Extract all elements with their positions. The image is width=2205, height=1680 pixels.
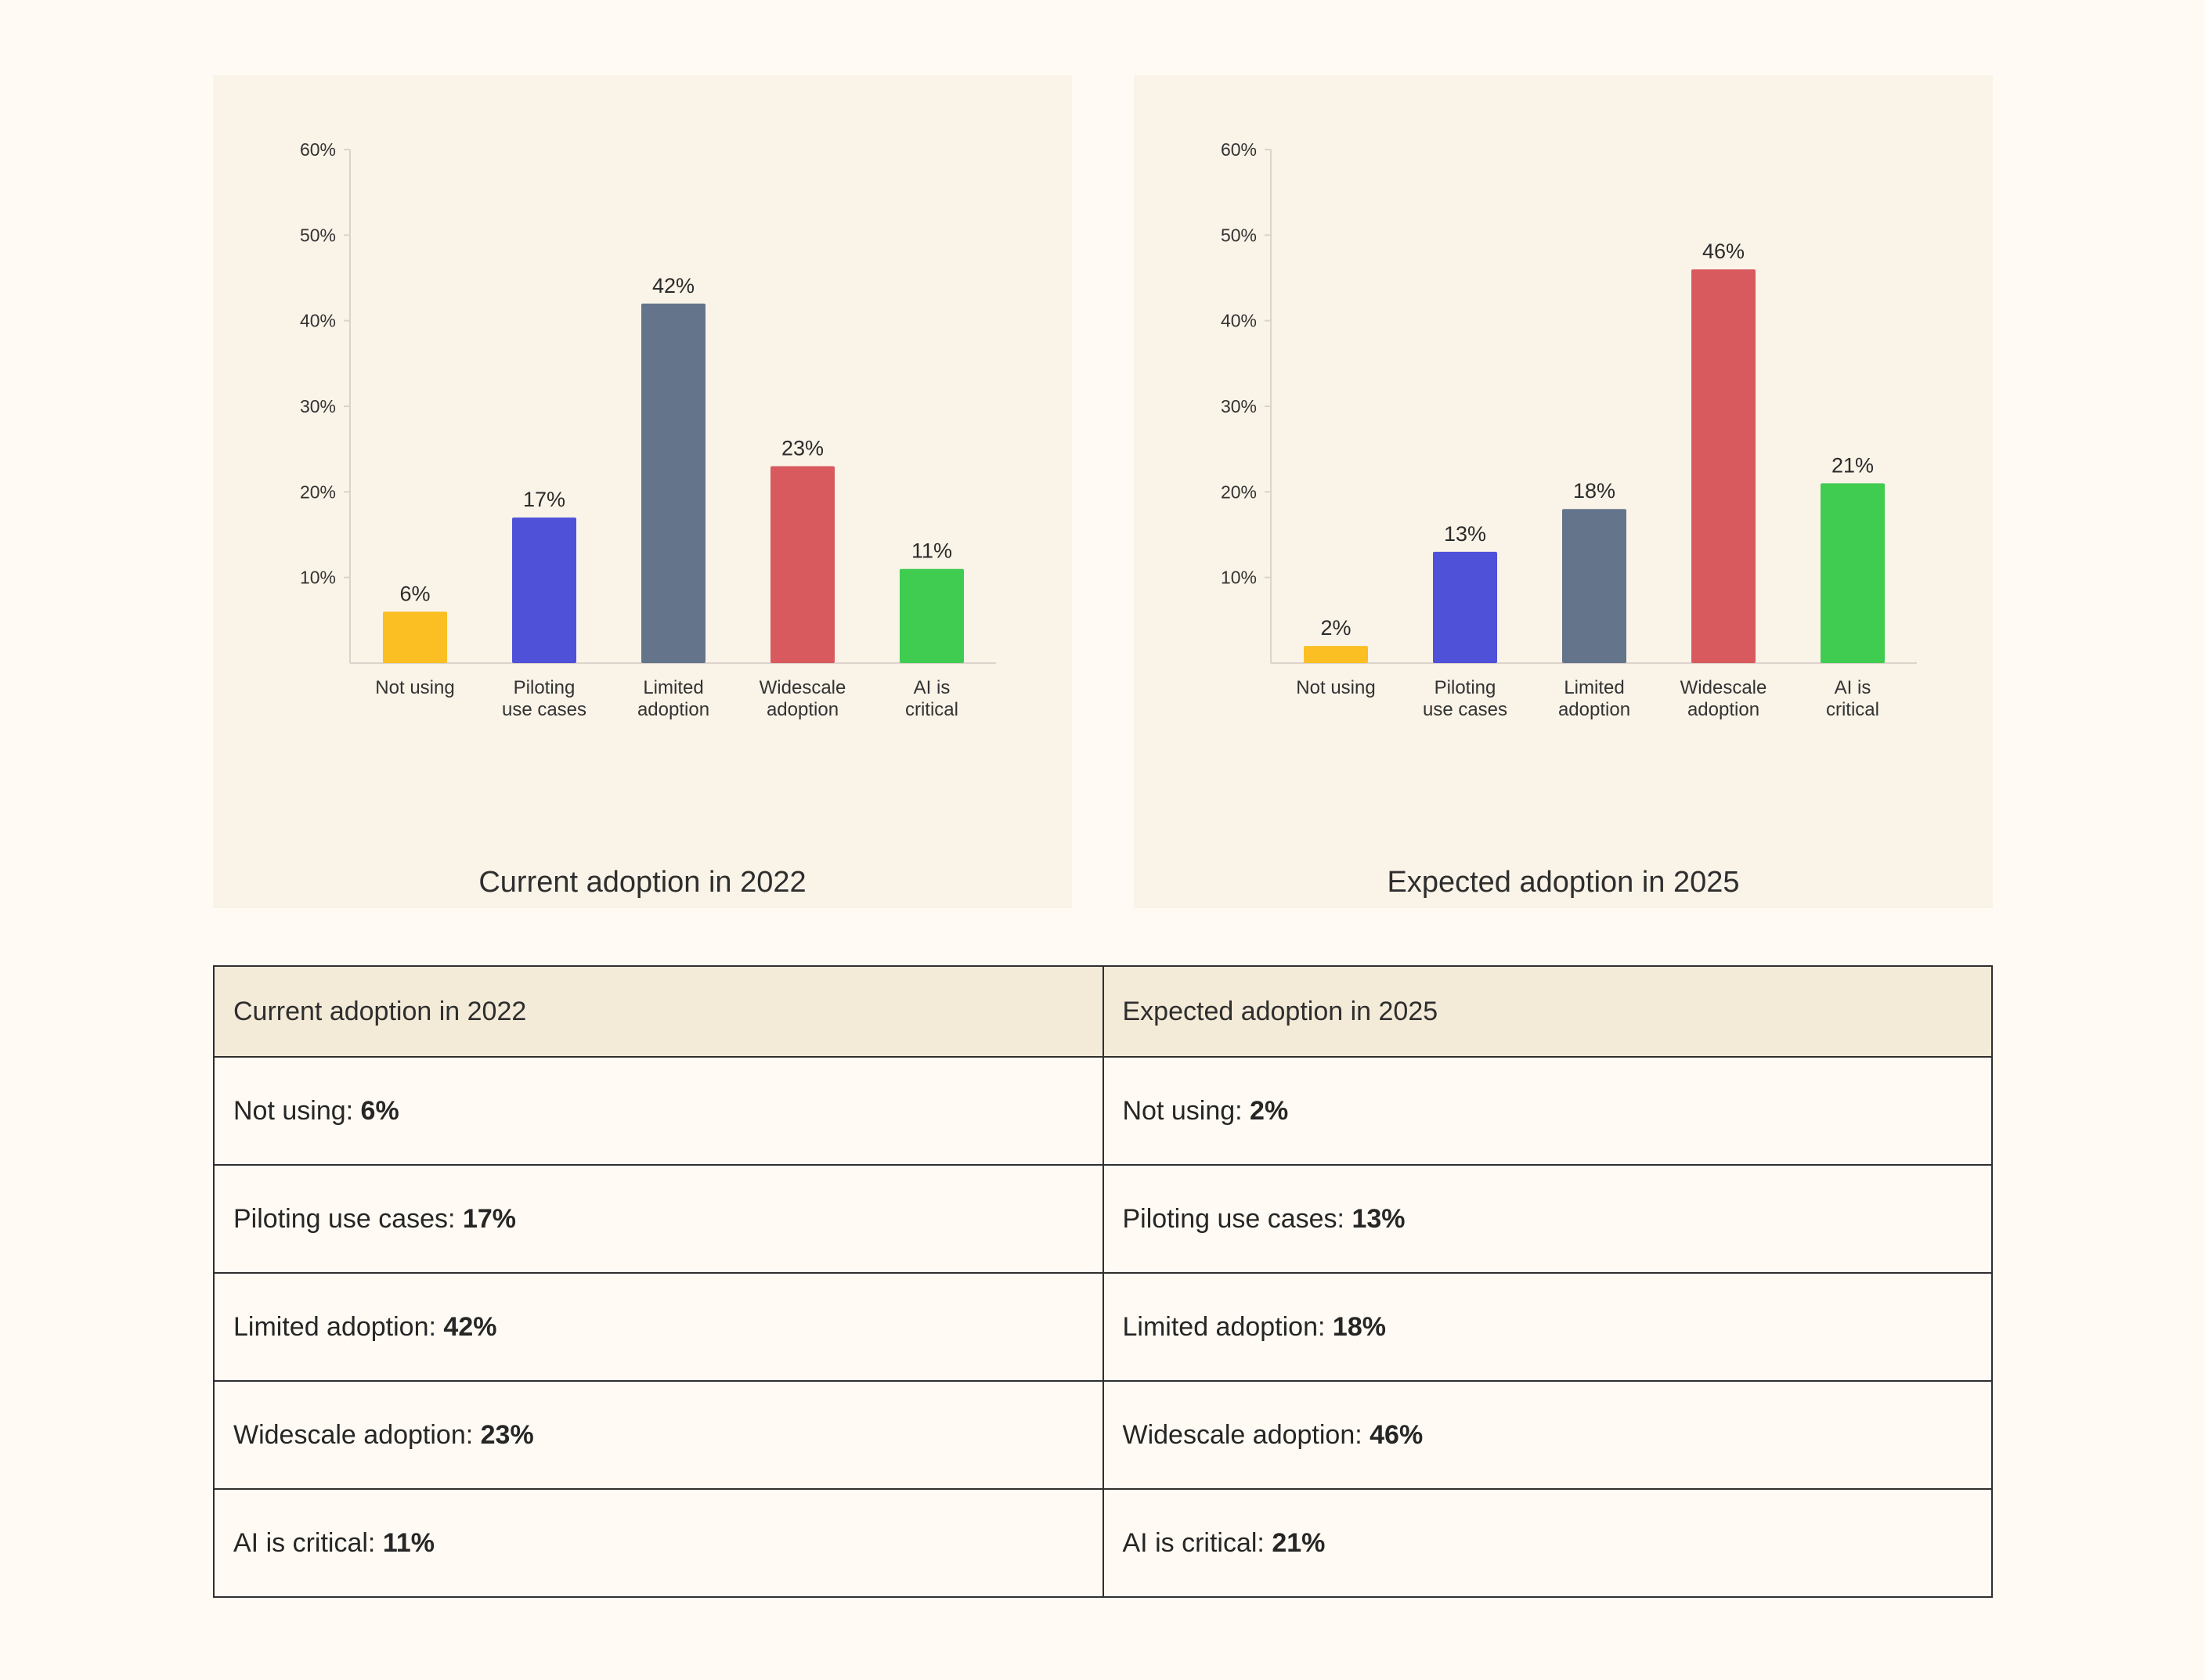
x-tick-label: Not using [375, 677, 454, 698]
x-tick-label: use cases [502, 699, 586, 720]
y-tick-label: 60% [1221, 139, 1257, 160]
y-tick-label: 20% [1221, 481, 1257, 502]
cell-value: 42% [443, 1311, 497, 1342]
chart-panel-2022: 10% 20% 30% 40% 50% 60% 6% Not using 17% Piloting… [213, 75, 1072, 908]
bar [512, 517, 576, 663]
chart-title-2025: Expected adoption in 2025 [1387, 866, 1740, 899]
data-label: 21% [1831, 453, 1874, 477]
y-tick-label: 60% [300, 139, 336, 160]
cell-value: 13% [1352, 1203, 1406, 1234]
table-row: Not using: 6% Not using: 2% [213, 1056, 1993, 1166]
data-label: 2% [1320, 616, 1351, 640]
bar [770, 466, 835, 663]
table-header-2022: Current adoption in 2022 [213, 965, 1104, 1058]
table-cell-2025: Limited adoption: 18% [1102, 1272, 1993, 1382]
table-row: Limited adoption: 42% Limited adoption: … [213, 1272, 1993, 1382]
cell-label: Widescale adoption: [1122, 1419, 1370, 1450]
table-cell-2025: Not using: 2% [1102, 1056, 1993, 1166]
y-tick-label: 30% [300, 396, 336, 416]
x-tick-label: Piloting [514, 677, 576, 698]
x-tick-label: Widescale [760, 677, 846, 698]
y-tick-label: 50% [1221, 225, 1257, 245]
cell-value: 2% [1250, 1095, 1289, 1126]
table-row: AI is critical: 11% AI is critical: 21% [213, 1488, 1993, 1598]
table-cell-2022: Widescale adoption: 23% [213, 1380, 1104, 1490]
table-cell-2022: Not using: 6% [213, 1056, 1104, 1166]
cell-value: 46% [1370, 1419, 1424, 1450]
bar [1304, 646, 1368, 663]
x-tick-label: use cases [1423, 699, 1507, 720]
x-tick-label: Limited [1564, 677, 1624, 698]
x-tick-label: Piloting [1435, 677, 1496, 698]
x-tick-label: adoption [1687, 699, 1759, 720]
cell-label: AI is critical: [1122, 1527, 1272, 1558]
data-label: 13% [1444, 522, 1486, 546]
bar [1433, 551, 1497, 663]
x-tick-label: adoption [767, 699, 839, 720]
y-tick-label: 10% [300, 568, 336, 588]
cell-value: 18% [1332, 1311, 1386, 1342]
y-tick-label: 50% [300, 225, 336, 245]
cell-label: Piloting use cases: [1122, 1203, 1352, 1234]
cell-value: 6% [360, 1095, 399, 1126]
bar [1821, 483, 1885, 663]
table-cell-2022: Limited adoption: 42% [213, 1272, 1104, 1382]
x-tick-label: adoption [637, 699, 709, 720]
table-cell-2025: Piloting use cases: 13% [1102, 1164, 1993, 1274]
bar [1562, 509, 1626, 663]
data-label: 23% [781, 437, 824, 460]
bar-chart-2022: 10% 20% 30% 40% 50% 60% 6% Not using 17% Piloting… [300, 139, 996, 720]
table-header-2025: Expected adoption in 2025 [1102, 965, 1993, 1058]
adoption-summary-table: Current adoption in 2022 Expected adopti… [213, 965, 1993, 1598]
table-row: Piloting use cases: 17% Piloting use cas… [213, 1164, 1993, 1274]
cell-value: 17% [462, 1203, 516, 1234]
x-tick-label: Limited [643, 677, 703, 698]
bar [1691, 269, 1756, 663]
cell-value: 21% [1272, 1527, 1326, 1558]
x-tick-label: critical [905, 699, 958, 720]
data-label: 18% [1573, 479, 1615, 503]
bar [641, 303, 706, 663]
cell-label: Limited adoption: [233, 1311, 444, 1342]
data-label: 11% [911, 539, 952, 563]
cell-label: Limited adoption: [1122, 1311, 1333, 1342]
table-cell-2025: Widescale adoption: 46% [1102, 1380, 1993, 1490]
cell-value: 23% [480, 1419, 534, 1450]
chart-title-2022: Current adoption in 2022 [478, 866, 807, 899]
x-tick-label: AI is [914, 677, 951, 698]
x-tick-label: AI is [1835, 677, 1871, 698]
data-label: 46% [1702, 240, 1745, 263]
table-cell-2025: AI is critical: 21% [1102, 1488, 1993, 1598]
bar [383, 611, 447, 663]
data-label: 17% [523, 488, 565, 511]
chart-panel-2025: 10% 20% 30% 40% 50% 60% 2% Not using 13% Piloting… [1134, 75, 1993, 908]
cell-label: Widescale adoption: [233, 1419, 481, 1450]
x-tick-label: Not using [1296, 677, 1375, 698]
y-tick-label: 40% [300, 311, 336, 331]
cell-label: Not using: [1122, 1095, 1250, 1126]
cell-label: Not using: [233, 1095, 361, 1126]
table-header-row: Current adoption in 2022 Expected adopti… [213, 965, 1993, 1058]
y-tick-label: 40% [1221, 311, 1257, 331]
y-tick-label: 30% [1221, 396, 1257, 416]
cell-value: 11% [382, 1527, 435, 1558]
x-tick-label: critical [1826, 699, 1879, 720]
y-tick-label: 20% [300, 481, 336, 502]
bar-chart-2025: 10% 20% 30% 40% 50% 60% 2% Not using 13% Piloting… [1221, 139, 1917, 720]
y-tick-label: 10% [1221, 568, 1257, 588]
table-row: Widescale adoption: 23% Widescale adopti… [213, 1380, 1993, 1490]
cell-label: AI is critical: [233, 1527, 383, 1558]
table-cell-2022: AI is critical: 11% [213, 1488, 1104, 1598]
cell-label: Piloting use cases: [233, 1203, 463, 1234]
data-label: 42% [652, 274, 695, 297]
table-cell-2022: Piloting use cases: 17% [213, 1164, 1104, 1274]
bar [900, 568, 964, 663]
x-tick-label: adoption [1558, 699, 1630, 720]
x-tick-label: Widescale [1680, 677, 1767, 698]
data-label: 6% [399, 582, 430, 605]
